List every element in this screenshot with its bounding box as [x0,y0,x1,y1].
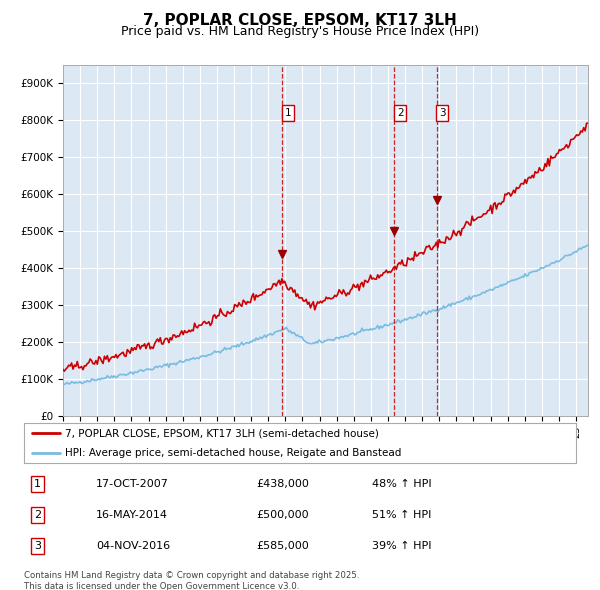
Text: 1: 1 [34,478,41,489]
Text: 04-NOV-2016: 04-NOV-2016 [96,541,170,551]
Text: £585,000: £585,000 [256,541,308,551]
Text: 7, POPLAR CLOSE, EPSOM, KT17 3LH (semi-detached house): 7, POPLAR CLOSE, EPSOM, KT17 3LH (semi-d… [65,428,379,438]
Text: 2: 2 [34,510,41,520]
Text: 1: 1 [284,108,291,118]
Text: 2: 2 [397,108,404,118]
Text: 51% ↑ HPI: 51% ↑ HPI [372,510,431,520]
Text: 39% ↑ HPI: 39% ↑ HPI [372,541,431,551]
Text: Price paid vs. HM Land Registry's House Price Index (HPI): Price paid vs. HM Land Registry's House … [121,25,479,38]
Text: Contains HM Land Registry data © Crown copyright and database right 2025.
This d: Contains HM Land Registry data © Crown c… [24,571,359,590]
Text: 3: 3 [439,108,446,118]
Text: 16-MAY-2014: 16-MAY-2014 [96,510,168,520]
Text: HPI: Average price, semi-detached house, Reigate and Banstead: HPI: Average price, semi-detached house,… [65,448,402,458]
Text: 17-OCT-2007: 17-OCT-2007 [96,478,169,489]
Text: 48% ↑ HPI: 48% ↑ HPI [372,478,431,489]
Text: 3: 3 [34,541,41,551]
Text: £500,000: £500,000 [256,510,308,520]
Text: £438,000: £438,000 [256,478,309,489]
Text: 7, POPLAR CLOSE, EPSOM, KT17 3LH: 7, POPLAR CLOSE, EPSOM, KT17 3LH [143,13,457,28]
